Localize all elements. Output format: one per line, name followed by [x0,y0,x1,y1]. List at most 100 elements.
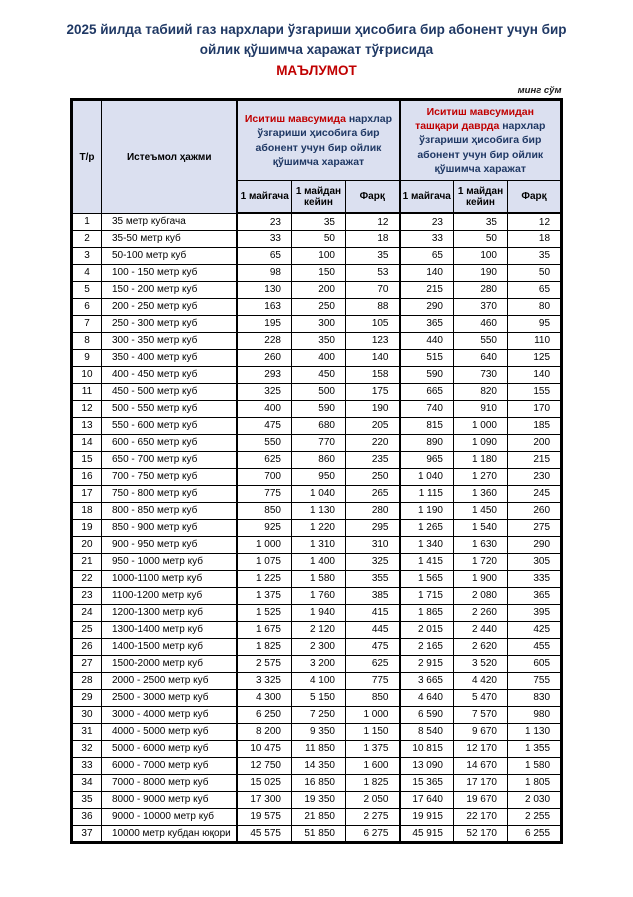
table-row: 26 1400-1500 метр куб 1 825 2 300 475 2 165 2 … [70,637,563,656]
value-cell: 730 [453,365,508,384]
value-cell: 680 [290,416,346,435]
value-cell: 2 080 [453,586,508,605]
value-cell: 260 [236,348,292,367]
value-cell: 1 130 [290,501,346,520]
value-cell: 18 [344,229,401,248]
value-cell: 65 [398,246,454,265]
consumption-volume: 6000 - 7000 метр куб [100,756,238,775]
row-number: 14 [70,433,102,452]
table-row: 1 35 метр кубгача 23 35 12 23 35 12 [70,212,563,231]
value-cell: 850 [344,688,401,707]
table-body: 1 35 метр кубгача 23 35 12 23 35 12 2 35-50 метр … [70,212,563,843]
value-cell: 140 [344,348,401,367]
value-cell: 265 [344,484,401,503]
value-cell: 1 805 [506,773,563,792]
value-cell: 2 620 [453,637,508,656]
table-row: 13 550 - 600 метр куб 475 680 205 815 1 000 185 [70,416,563,435]
value-cell: 130 [236,280,292,299]
value-cell: 22 170 [453,807,508,826]
table-row: 14 600 - 650 метр куб 550 770 220 890 1 090 200 [70,433,563,452]
value-cell: 1 040 [290,484,346,503]
value-cell: 1 580 [506,756,563,775]
consumption-volume: 250 - 300 метр куб [100,314,238,333]
value-cell: 455 [506,637,563,656]
row-number: 29 [70,688,102,707]
consumption-volume: 1500-2000 метр куб [100,654,238,673]
value-cell: 1 150 [344,722,401,741]
value-cell: 460 [453,314,508,333]
table-row: 18 800 - 850 метр куб 850 1 130 280 1 190 1 45… [70,501,563,520]
value-cell: 1 580 [290,569,346,588]
value-cell: 440 [398,331,454,350]
value-cell: 35 [344,246,401,265]
consumption-volume: 500 - 550 метр куб [100,399,238,418]
value-cell: 95 [506,314,563,333]
table-row: 34 7000 - 8000 метр куб 15 025 16 850 1 825 1… [70,773,563,792]
value-cell: 450 [290,365,346,384]
value-cell: 1 180 [453,450,508,469]
value-cell: 4 640 [398,688,454,707]
col-group-heating-season: Иситиш мавсумида нархлар ўзгариши ҳисоби… [236,99,401,181]
value-cell: 815 [398,416,454,435]
row-number: 28 [70,671,102,690]
value-cell: 8 200 [236,722,292,741]
consumption-volume: 600 - 650 метр куб [100,433,238,452]
value-cell: 325 [236,382,292,401]
value-cell: 215 [398,280,454,299]
value-cell: 220 [344,433,401,452]
table-row: 28 2000 - 2500 метр куб 3 325 4 100 775 3 665… [70,671,563,690]
value-cell: 1 715 [398,586,454,605]
consumption-volume: 1400-1500 метр куб [100,637,238,656]
value-cell: 2 915 [398,654,454,673]
row-number: 17 [70,484,102,503]
consumption-volume: 35 метр кубгача [100,212,238,231]
value-cell: 250 [344,467,401,486]
value-cell: 2 050 [344,790,401,809]
row-number: 22 [70,569,102,588]
consumption-volume: 550 - 600 метр куб [100,416,238,435]
value-cell: 45 575 [236,824,292,843]
value-cell: 1 040 [398,467,454,486]
value-cell: 10 475 [236,739,292,758]
value-cell: 15 025 [236,773,292,792]
consumption-volume: 200 - 250 метр куб [100,297,238,316]
subcol-after-may-1: 1 майдан кейин [290,179,346,215]
table-row: 33 6000 - 7000 метр куб 12 750 14 350 1 600 1… [70,756,563,775]
table-row: 12 500 - 550 метр куб 400 590 190 740 910 170 [70,399,563,418]
value-cell: 3 520 [453,654,508,673]
consumption-volume: 150 - 200 метр куб [100,280,238,299]
value-cell: 305 [506,552,563,571]
value-cell: 2 015 [398,620,454,639]
row-number: 12 [70,399,102,418]
row-number: 10 [70,365,102,384]
value-cell: 740 [398,399,454,418]
consumption-volume: 2500 - 3000 метр куб [100,688,238,707]
value-cell: 35 [506,246,563,265]
value-cell: 775 [344,671,401,690]
value-cell: 310 [344,535,401,554]
value-cell: 15 365 [398,773,454,792]
value-cell: 4 420 [453,671,508,690]
table-row: 35 8000 - 9000 метр куб 17 300 19 350 2 050 1… [70,790,563,809]
value-cell: 17 170 [453,773,508,792]
table-row: 11 450 - 500 метр куб 325 500 175 665 820 155 [70,382,563,401]
consumption-volume: 4000 - 5000 метр куб [100,722,238,741]
row-number: 4 [70,263,102,282]
value-cell: 1 525 [236,603,292,622]
table-row: 4 100 - 150 метр куб 98 150 53 140 190 50 [70,263,563,282]
table-row: 9 350 - 400 метр куб 260 400 140 515 640 125 [70,348,563,367]
value-cell: 500 [290,382,346,401]
value-cell: 14 670 [453,756,508,775]
value-cell: 50 [453,229,508,248]
value-cell: 14 350 [290,756,346,775]
value-cell: 365 [398,314,454,333]
consumption-volume: 650 - 700 метр куб [100,450,238,469]
value-cell: 515 [398,348,454,367]
table-row: 25 1300-1400 метр куб 1 675 2 120 445 2 015 2 … [70,620,563,639]
value-cell: 18 [506,229,563,248]
value-cell: 1 355 [506,739,563,758]
value-cell: 235 [344,450,401,469]
value-cell: 1 340 [398,535,454,554]
value-cell: 2 260 [453,603,508,622]
value-cell: 170 [506,399,563,418]
